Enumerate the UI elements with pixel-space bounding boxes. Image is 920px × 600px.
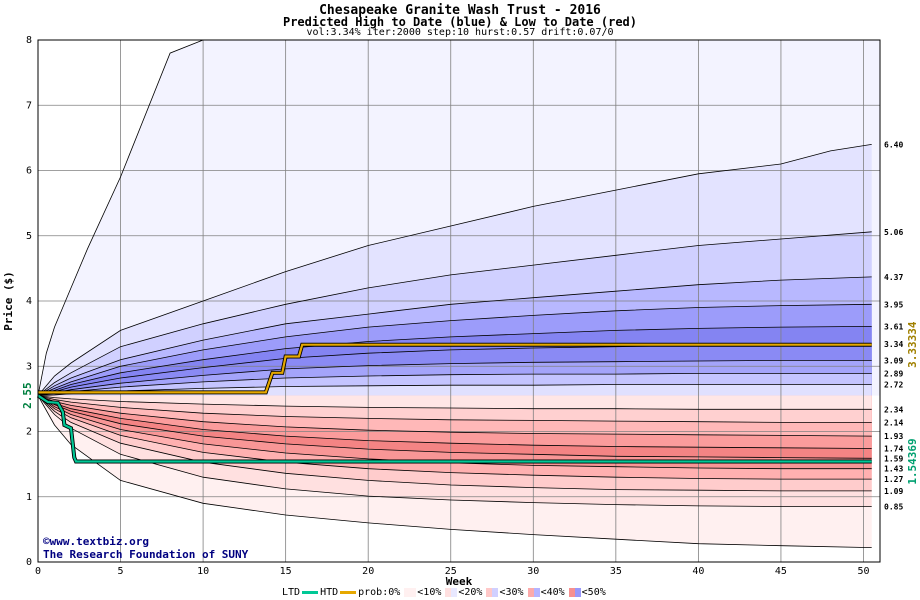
start-value-label: 2.55 <box>21 382 34 409</box>
x-tick-label: 30 <box>527 566 539 577</box>
band-boundary-17 <box>37 395 872 492</box>
band-boundary-0 <box>37 39 204 396</box>
legend-box-40 <box>568 588 581 597</box>
htd-line <box>38 343 872 394</box>
high-end-label: 3.95 <box>884 300 903 309</box>
high-end-label: 4.37 <box>884 273 903 282</box>
low-end-label: 1.43 <box>884 465 903 474</box>
x-tick-label: 5 <box>118 566 124 577</box>
band-boundary-2 <box>37 231 872 396</box>
chart-title: Chesapeake Granite Wash Trust - 2016 <box>319 3 601 18</box>
legend-box-30 <box>527 588 540 597</box>
x-tick-label: 35 <box>610 566 622 577</box>
band-boundary-12 <box>37 395 872 437</box>
legend-ltd-label: LTD <box>282 587 301 598</box>
legend-b40-label: <40% <box>540 587 565 598</box>
legend-b50-label: <50% <box>581 587 606 598</box>
legend-ltd-swatch <box>302 591 319 594</box>
band-boundary-13 <box>37 395 872 449</box>
credit-org: The Research Foundation of SUNY <box>43 548 249 561</box>
low-end-label: 1.27 <box>884 475 903 484</box>
band-boundary-16 <box>37 395 872 480</box>
y-tick-label: 5 <box>26 231 32 242</box>
band-boundary-5 <box>37 326 872 396</box>
band-boundary-7 <box>37 359 872 396</box>
high-end-label: 2.89 <box>884 369 903 378</box>
credit-url: ©www.textbiz.org <box>43 535 149 548</box>
low-end-label: 2.34 <box>884 405 903 414</box>
x-tick-label: 10 <box>197 566 209 577</box>
legend-b20-label: <20% <box>458 587 483 598</box>
chart-legend: LTD HTD prob:0% <10% <20% <30% <40% <50% <box>282 587 606 598</box>
low-end-label: 1.93 <box>884 432 903 441</box>
low-end-label: 2.14 <box>884 418 903 427</box>
y-tick-label: 7 <box>26 100 32 111</box>
y-tick-label: 1 <box>26 492 32 503</box>
high-end-label: 3.34 <box>884 340 903 349</box>
band-boundary-14 <box>37 395 872 459</box>
legend-box-20 <box>486 588 499 597</box>
chart-params: vol:3.34% iter:2000 step:10 hurst:0.57 d… <box>306 27 614 38</box>
x-tick-label: 45 <box>775 566 787 577</box>
legend-b10-label: <10% <box>417 587 442 598</box>
y-axis-label: Price ($) <box>2 271 15 331</box>
x-tick-label: 20 <box>362 566 374 577</box>
legend-htd-label: HTD <box>320 587 339 598</box>
x-tick-label: 0 <box>35 566 41 577</box>
y-tick-label: 2 <box>26 427 32 438</box>
low-band-fill-0 <box>38 395 872 410</box>
low-end-label: 1.59 <box>884 454 903 463</box>
x-tick-label: 40 <box>692 566 704 577</box>
band-boundary-4 <box>37 303 872 396</box>
y-tick-label: 3 <box>26 361 32 372</box>
right-ltd-value: 1.54369 <box>906 438 919 484</box>
x-tick-label: 15 <box>280 566 292 577</box>
high-end-label: 3.61 <box>884 322 903 331</box>
high-end-label: 3.09 <box>884 356 903 365</box>
legend-box-10 <box>445 588 458 597</box>
right-htd-value: 3.33334 <box>906 321 919 368</box>
band-boundary-3 <box>37 276 872 396</box>
ltd-line <box>37 394 872 463</box>
legend-box-0 <box>404 588 417 597</box>
legend-htd-swatch <box>340 591 357 594</box>
band-boundary-15 <box>37 395 872 470</box>
band-boundary-10 <box>37 395 872 410</box>
y-tick-label: 4 <box>26 296 32 307</box>
x-tick-label: 25 <box>445 566 457 577</box>
band-boundary-11 <box>37 395 872 423</box>
high-end-label: 2.72 <box>884 381 903 390</box>
y-tick-label: 0 <box>26 557 32 568</box>
low-end-label: 1.74 <box>884 444 903 453</box>
legend-b30-label: <30% <box>499 587 524 598</box>
legend-prob-label: prob:0% <box>358 587 401 598</box>
high-end-label: 5.06 <box>884 228 903 237</box>
y-tick-label: 8 <box>26 35 32 46</box>
y-tick-label: 6 <box>26 166 32 177</box>
high-end-label: 6.40 <box>884 140 903 149</box>
low-end-label: 0.85 <box>884 503 903 512</box>
low-end-label: 1.09 <box>884 487 903 496</box>
chart-subtitle: Predicted High to Date (blue) & Low to D… <box>282 15 637 29</box>
x-tick-label: 50 <box>857 566 869 577</box>
band-boundary-1 <box>37 144 872 396</box>
x-axis-label: Week <box>446 575 473 588</box>
plot-frame <box>37 39 881 563</box>
